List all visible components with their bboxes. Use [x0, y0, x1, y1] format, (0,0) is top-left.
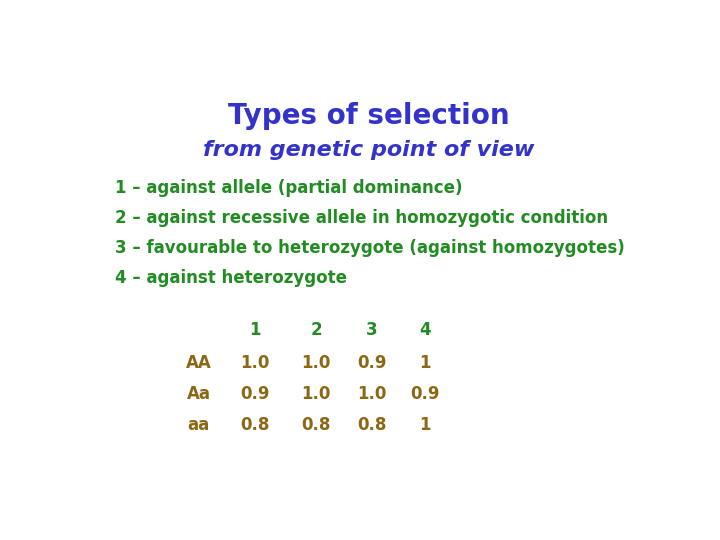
Text: 3: 3 [366, 321, 377, 339]
Text: from genetic point of view: from genetic point of view [203, 140, 535, 160]
Text: 0.8: 0.8 [240, 416, 269, 434]
Text: 0.9: 0.9 [240, 385, 269, 403]
Text: 1.0: 1.0 [301, 385, 330, 403]
Text: 4 – against heterozygote: 4 – against heterozygote [115, 269, 347, 287]
Text: 4: 4 [419, 321, 431, 339]
Text: 1.0: 1.0 [301, 354, 330, 372]
Text: 1.0: 1.0 [240, 354, 269, 372]
Text: 1.0: 1.0 [357, 385, 387, 403]
Text: 1 – against allele (partial dominance): 1 – against allele (partial dominance) [115, 179, 463, 197]
Text: 0.8: 0.8 [357, 416, 387, 434]
Text: 1: 1 [419, 354, 431, 372]
Text: 2: 2 [310, 321, 322, 339]
Text: AA: AA [186, 354, 212, 372]
Text: Types of selection: Types of selection [228, 102, 510, 130]
Text: 3 – favourable to heterozygote (against homozygotes): 3 – favourable to heterozygote (against … [115, 239, 625, 257]
Text: 0.9: 0.9 [410, 385, 439, 403]
Text: aa: aa [188, 416, 210, 434]
Text: 1: 1 [249, 321, 261, 339]
Text: 0.8: 0.8 [301, 416, 330, 434]
Text: 1: 1 [419, 416, 431, 434]
Text: 0.9: 0.9 [357, 354, 387, 372]
Text: 2 – against recessive allele in homozygotic condition: 2 – against recessive allele in homozygo… [115, 209, 608, 227]
Text: Aa: Aa [186, 385, 211, 403]
